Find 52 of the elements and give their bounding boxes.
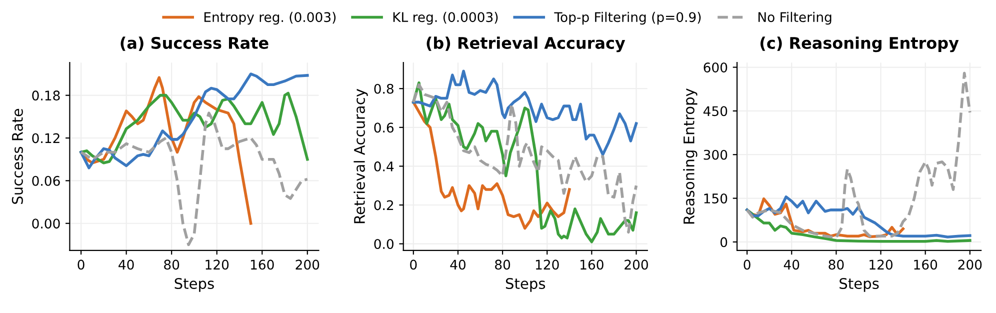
- y-tick-label: 0.12: [32, 133, 60, 144]
- x-tick-label: 120: [536, 260, 559, 270]
- legend-label: KL reg. (0.0003): [393, 12, 498, 25]
- line-series: [80, 72, 309, 170]
- y-tick-label: 0.06: [32, 176, 60, 186]
- y-tick-label: 0.2: [374, 200, 394, 210]
- line-series: [80, 112, 309, 246]
- legend-label: Entropy reg. (0.003): [204, 12, 336, 25]
- y-tick-label: 0.8: [374, 84, 394, 94]
- line-series: [80, 92, 309, 164]
- y-tick-label: 0.4: [374, 161, 394, 172]
- y-tick-label: 0.0: [374, 239, 394, 250]
- x-axis-title: Steps: [840, 278, 879, 292]
- y-tick-label: 300: [704, 150, 728, 160]
- x-axis-title: Steps: [174, 278, 214, 292]
- chart-title: (c) Reasoning Entropy: [760, 36, 959, 52]
- x-tick-label: 80: [828, 260, 844, 270]
- x-tick-label: 200: [624, 260, 648, 270]
- x-tick-label: 80: [164, 260, 180, 270]
- x-tick-label: 0: [78, 260, 84, 270]
- x-tick-label: 200: [296, 260, 320, 270]
- y-tick-label: 0.00: [32, 218, 60, 229]
- legend-label: Top-p Filtering (p=0.9): [554, 12, 701, 25]
- y-tick-label: 150: [704, 194, 728, 204]
- line-series: [412, 70, 638, 156]
- chart-title: (b) Retrieval Accuracy: [426, 36, 626, 52]
- y-tick-label: 0.18: [32, 90, 60, 101]
- line-series: [746, 72, 972, 239]
- y-axis-title: Retrieval Accuracy: [354, 88, 368, 224]
- x-tick-label: 120: [206, 260, 229, 270]
- x-tick-label: 120: [870, 260, 892, 270]
- x-tick-label: 40: [784, 260, 800, 270]
- y-axis-title: Success Rate: [12, 108, 23, 204]
- line-series: [746, 208, 972, 243]
- y-tick-label: 600: [704, 62, 728, 72]
- y-axis-title: Reasoning Entropy: [683, 88, 698, 224]
- x-tick-label: 200: [958, 260, 982, 270]
- chart-title: (a) Success Rate: [120, 36, 268, 51]
- y-tick-label: 450: [703, 106, 728, 116]
- y-tick-label: 0: [720, 237, 728, 248]
- x-tick-label: 40: [450, 260, 466, 270]
- x-tick-label: 160: [914, 260, 938, 270]
- legend-label: No Filtering: [758, 12, 832, 25]
- y-tick-label: 0.6: [374, 122, 394, 133]
- line-series: [412, 100, 571, 230]
- x-tick-label: 0: [744, 260, 750, 270]
- x-tick-label: 40: [118, 260, 134, 270]
- x-tick-label: 160: [580, 260, 604, 270]
- x-tick-label: 0: [410, 260, 417, 270]
- x-tick-label: 160: [250, 260, 274, 270]
- x-axis-title: Steps: [506, 278, 546, 292]
- x-tick-label: 80: [495, 260, 510, 270]
